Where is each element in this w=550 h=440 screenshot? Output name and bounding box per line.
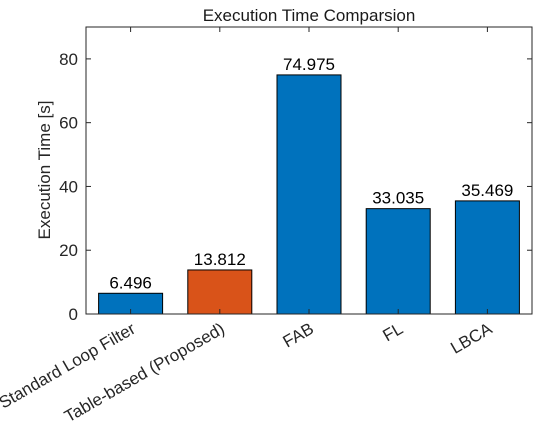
y-tick-label: 20 bbox=[59, 241, 78, 260]
x-tick-label: Table-based (Proposed) bbox=[61, 319, 228, 426]
bar-3 bbox=[276, 74, 342, 315]
data-label-4: 33.035 bbox=[372, 189, 424, 208]
data-label-5: 35.469 bbox=[461, 181, 513, 200]
y-axis-ticks: 0 20 40 60 80 bbox=[59, 50, 532, 324]
data-label-2: 13.812 bbox=[194, 250, 246, 269]
x-tick-label: FL bbox=[380, 319, 407, 345]
x-tick-label: FAB bbox=[280, 319, 317, 352]
data-label-3: 74.975 bbox=[283, 55, 335, 74]
y-tick-label: 0 bbox=[69, 305, 78, 324]
plot-frame bbox=[85, 26, 533, 315]
data-label-1: 6.496 bbox=[109, 273, 152, 292]
y-tick-label: 80 bbox=[59, 50, 78, 69]
y-tick-label: 60 bbox=[59, 114, 78, 133]
y-axis-label: Execution Time [s] bbox=[35, 101, 54, 240]
bar-4 bbox=[365, 208, 431, 315]
x-tick-label: LBCA bbox=[447, 319, 496, 358]
chart-title: Execution Time Comparsion bbox=[203, 6, 416, 25]
data-labels: 6.496 13.812 74.975 33.035 35.469 bbox=[109, 55, 513, 292]
bar-5 bbox=[454, 200, 520, 315]
bar-2 bbox=[187, 269, 253, 315]
y-tick-label: 40 bbox=[59, 177, 78, 196]
